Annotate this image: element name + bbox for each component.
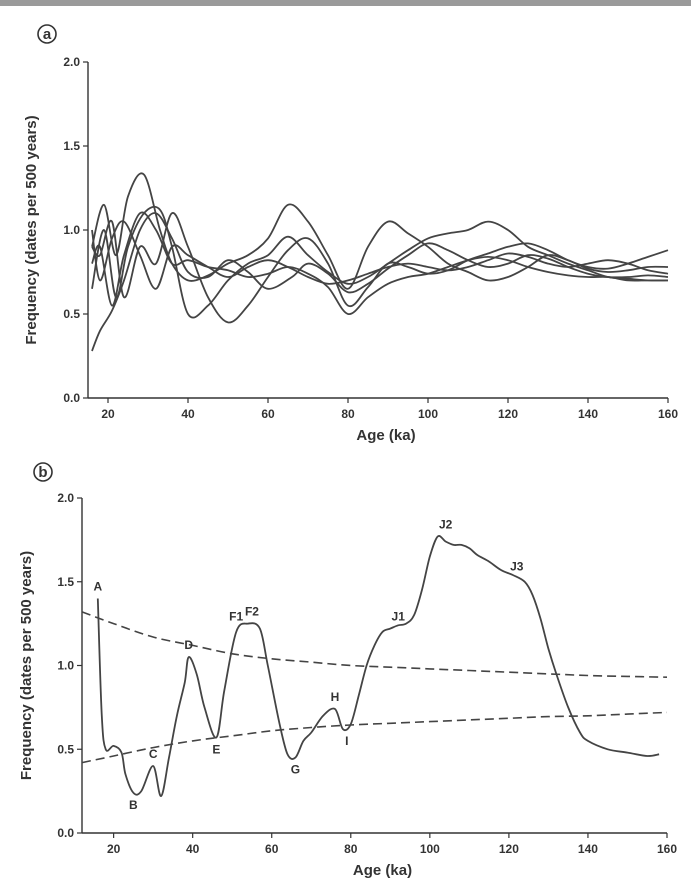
y-tick-label: 0.5 (63, 307, 80, 321)
y-tick-label: 1.5 (57, 575, 74, 589)
y-tick-label: 1.0 (57, 659, 74, 673)
y-axis-label: Frequency (dates per 500 years) (18, 551, 35, 780)
x-tick-label: 60 (261, 407, 275, 421)
x-tick-label: 80 (341, 407, 355, 421)
y-tick-label: 1.0 (63, 223, 80, 237)
peak-label-J3: J3 (510, 559, 524, 573)
peak-label-D: D (184, 638, 193, 652)
y-tick-label: 2.0 (57, 491, 74, 505)
peak-label-E: E (212, 743, 220, 757)
x-tick-label: 140 (578, 407, 598, 421)
peak-label-F1: F1 (229, 610, 243, 624)
peak-label-G: G (291, 763, 300, 777)
panel-b: b 0.0 0.5 1.0 1.5 2.0 20 40 60 80 100 120 140 160 Age … (18, 462, 677, 879)
y-tick-label: 2.0 (63, 55, 80, 69)
dashed-envelope-line-3 (81, 711, 668, 764)
x-tick-label: 40 (186, 842, 200, 856)
x-tick-label: 100 (420, 842, 440, 856)
x-tick-label: 80 (344, 842, 358, 856)
peak-label-J1: J1 (392, 610, 406, 624)
series-line-1 (96, 535, 660, 798)
series-line-4 (91, 212, 669, 324)
x-tick-label: 120 (499, 842, 519, 856)
series-line-3 (91, 205, 669, 319)
peak-label-C: C (149, 747, 158, 761)
x-tick-label: 160 (658, 407, 678, 421)
y-axis-label: Frequency (dates per 500 years) (23, 115, 40, 344)
y-tick-label: 0.0 (57, 826, 74, 840)
panel-letter: b (38, 464, 47, 481)
peak-label-H: H (331, 690, 340, 704)
peak-label-J2: J2 (439, 518, 453, 532)
panel-letter-circle (33, 462, 53, 482)
panel-letter: a (43, 26, 52, 43)
dashed-envelope-line-2 (81, 611, 668, 678)
panel-letter-circle (37, 24, 57, 44)
x-tick-label: 20 (107, 842, 121, 856)
x-axis-label: Age (ka) (356, 427, 415, 444)
y-tick-label: 1.5 (63, 139, 80, 153)
series-line-5 (91, 220, 669, 290)
x-tick-label: 160 (657, 842, 677, 856)
peak-label-A: A (93, 580, 102, 594)
top-border (0, 0, 691, 6)
y-tick-label: 0.5 (57, 742, 74, 756)
x-axis-label: Age (ka) (353, 862, 412, 879)
x-tick-label: 100 (418, 407, 438, 421)
x-tick-label: 140 (578, 842, 598, 856)
y-tick-label: 0.0 (63, 391, 80, 405)
x-tick-label: 60 (265, 842, 279, 856)
series-line-6 (91, 211, 668, 315)
peak-label-F2: F2 (245, 605, 259, 619)
x-tick-label: 120 (498, 407, 518, 421)
x-tick-label: 20 (101, 407, 115, 421)
peak-label-I: I (345, 734, 348, 748)
x-tick-label: 40 (181, 407, 195, 421)
panel-a: a 0.0 0.5 1.0 1.5 2.0 20 40 60 80 100 120 140 160 Age … (23, 24, 678, 444)
peak-label-B: B (129, 798, 138, 812)
